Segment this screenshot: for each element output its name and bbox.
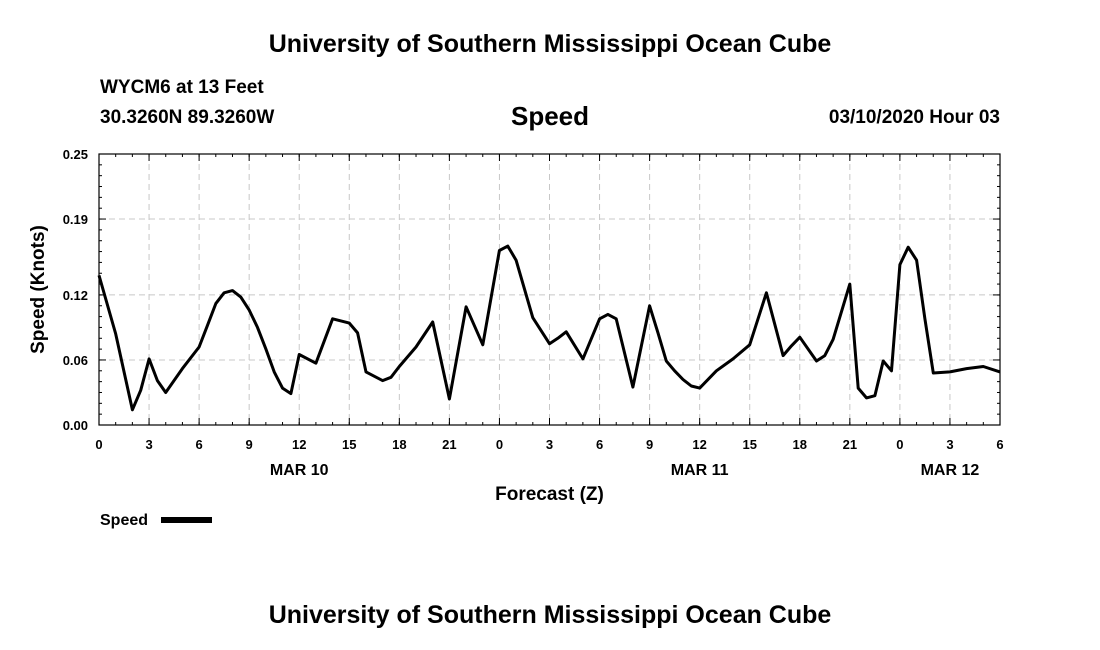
date-label: MAR 10 (270, 462, 329, 479)
x-tick-label: 18 (392, 437, 406, 452)
station-label: WYCM6 at 13 Feet (100, 77, 264, 98)
y-tick-label: 0.12 (63, 288, 88, 303)
variable-title: Speed (510, 101, 590, 131)
y-tick-label: 0.19 (63, 212, 88, 227)
legend-label: Speed (100, 512, 148, 529)
x-tick-label: 3 (546, 437, 553, 452)
y-axis-title: Speed (Knots) (28, 225, 49, 354)
x-tick-label: 9 (246, 437, 253, 452)
x-tick-label: 6 (596, 437, 603, 452)
x-tick-label: 0 (896, 437, 903, 452)
y-tick-label: 0.06 (63, 353, 88, 368)
x-tick-label: 21 (843, 437, 857, 452)
x-tick-label: 3 (946, 437, 953, 452)
x-tick-label: 12 (692, 437, 706, 452)
x-tick-label: 0 (95, 437, 102, 452)
x-tick-label: 9 (646, 437, 653, 452)
date-label: MAR 11 (671, 462, 729, 479)
speed-chart: 0 3 6 9 12 15 18 21 0 3 6 9 12 15 18 21 0 3 6 0.00 0.06 0.12 0… (28, 147, 1004, 529)
top-title: University of Southern Mississippi Ocean… (268, 30, 832, 58)
x-tick-label: 6 (996, 437, 1003, 452)
y-tick-label: 0.25 (63, 147, 88, 162)
x-tick-label: 12 (292, 437, 306, 452)
x-tick-label: 15 (342, 437, 356, 452)
x-tick-label: 18 (793, 437, 807, 452)
bottom-title: University of Southern Mississippi Ocean… (268, 601, 832, 629)
y-tick-label: 0.00 (63, 418, 88, 433)
x-tick-label: 15 (742, 437, 756, 452)
x-tick-label: 6 (195, 437, 202, 452)
speed-series-line (97, 244, 1001, 412)
x-tick-label: 3 (145, 437, 152, 452)
x-tick-label: 0 (496, 437, 503, 452)
x-tick-label: 21 (442, 437, 456, 452)
x-axis-title: Forecast (Z) (495, 484, 604, 505)
datetime-label: 03/10/2020 Hour 03 (828, 107, 1000, 128)
date-label: MAR 12 (921, 462, 980, 479)
location-label: 30.3260N 89.3260W (100, 107, 275, 128)
